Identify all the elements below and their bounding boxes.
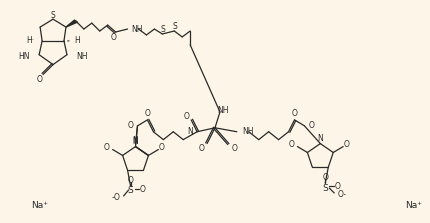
Text: O-: O- [336, 190, 345, 199]
Text: O: O [288, 140, 294, 149]
Text: N: N [132, 136, 138, 145]
Text: O: O [334, 182, 339, 191]
Text: S: S [51, 11, 55, 20]
Text: Na⁺: Na⁺ [31, 201, 48, 210]
Text: O: O [127, 121, 133, 130]
Text: O: O [36, 75, 42, 84]
Text: H: H [74, 36, 80, 45]
Text: O: O [144, 109, 150, 118]
Text: S: S [172, 22, 177, 31]
Text: O: O [111, 33, 117, 42]
Text: N: N [317, 134, 322, 143]
Text: Na⁺: Na⁺ [404, 201, 421, 210]
Text: N: N [187, 127, 193, 136]
Text: NH: NH [217, 105, 228, 115]
Text: N: N [132, 137, 138, 146]
Text: O: O [308, 121, 313, 130]
Text: O: O [322, 173, 328, 182]
Text: O: O [342, 140, 348, 149]
Text: S: S [127, 186, 133, 196]
Text: O: O [183, 112, 189, 122]
Text: NH: NH [76, 52, 87, 61]
Text: O: O [127, 176, 133, 185]
Text: S: S [160, 25, 165, 33]
Text: NH: NH [241, 127, 253, 136]
Text: NH: NH [131, 25, 143, 33]
Text: O: O [198, 144, 203, 153]
Text: S: S [322, 184, 327, 192]
Text: O: O [104, 143, 109, 152]
Text: O: O [139, 184, 145, 194]
Text: O: O [291, 109, 297, 118]
Text: HN: HN [18, 52, 30, 61]
Text: -O: -O [111, 193, 120, 202]
Polygon shape [66, 20, 77, 27]
Text: O: O [231, 144, 237, 153]
Text: H·: H· [26, 36, 34, 45]
Text: O: O [158, 143, 164, 152]
